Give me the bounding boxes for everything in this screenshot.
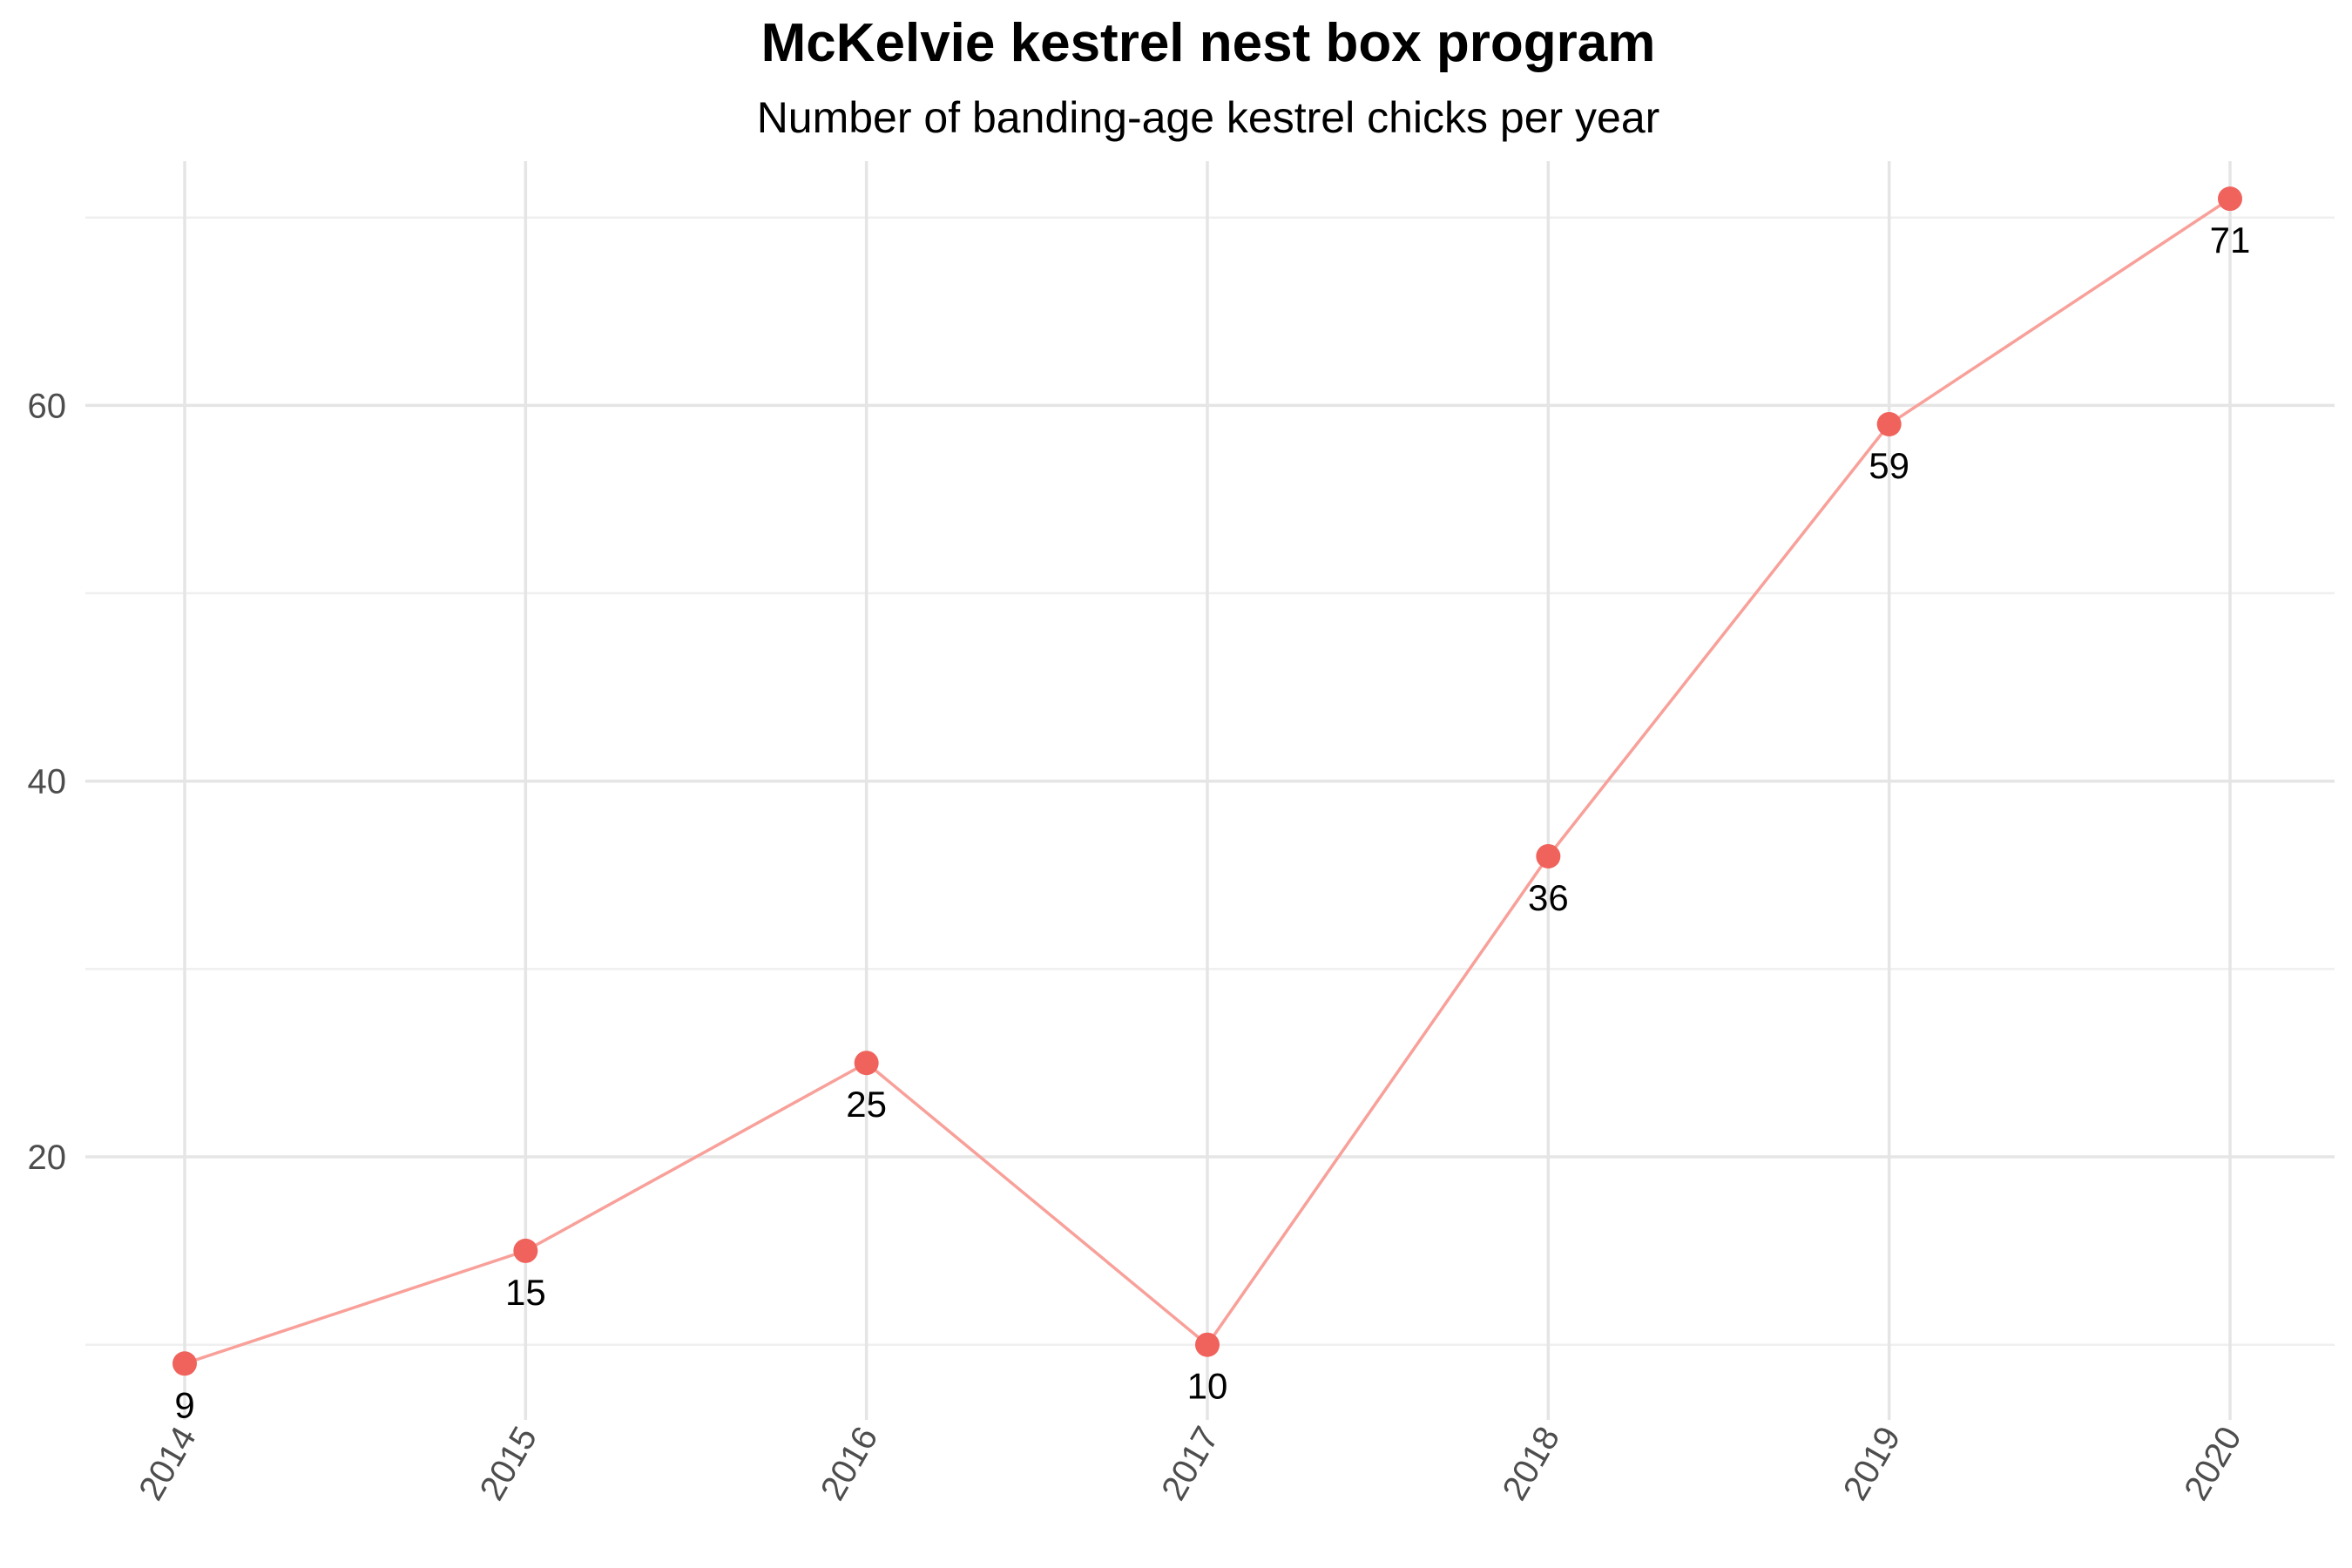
x-tick-label: 2020 [2177, 1421, 2249, 1507]
x-tick-label: 2015 [473, 1421, 545, 1507]
data-point [513, 1238, 538, 1263]
grid [85, 161, 2335, 1420]
y-tick-label: 40 [28, 763, 67, 801]
data-point [2218, 186, 2242, 212]
axes: 20 40 60 2014 2015 2016 2017 2018 2019 2020 [28, 387, 2249, 1506]
data-label: 10 [1187, 1366, 1228, 1407]
data-label: 71 [2210, 220, 2251, 260]
data-point [854, 1051, 879, 1076]
data-label: 59 [1869, 445, 1909, 486]
chart-subtitle: Number of banding-age kestrel chicks per… [757, 93, 1660, 142]
data-point [1195, 1332, 1220, 1357]
data-label: 9 [174, 1384, 194, 1425]
data-point [1876, 411, 1902, 436]
data-label: 15 [505, 1272, 546, 1313]
x-tick-label: 2014 [132, 1421, 204, 1507]
x-tick-label: 2019 [1836, 1421, 1909, 1507]
chart-title: McKelvie kestrel nest box program [761, 13, 1656, 73]
x-tick-label: 2016 [814, 1421, 886, 1507]
x-tick-label: 2018 [1496, 1421, 1568, 1507]
x-tick-label: 2017 [1154, 1421, 1227, 1507]
series [172, 186, 2242, 1376]
data-labels: 9 15 25 10 36 59 71 [174, 220, 2250, 1425]
data-label: 36 [1528, 877, 1569, 918]
data-point [1536, 843, 1561, 868]
data-label: 25 [846, 1084, 887, 1125]
y-tick-label: 60 [28, 387, 67, 425]
data-point [172, 1351, 197, 1376]
y-tick-label: 20 [28, 1139, 67, 1177]
